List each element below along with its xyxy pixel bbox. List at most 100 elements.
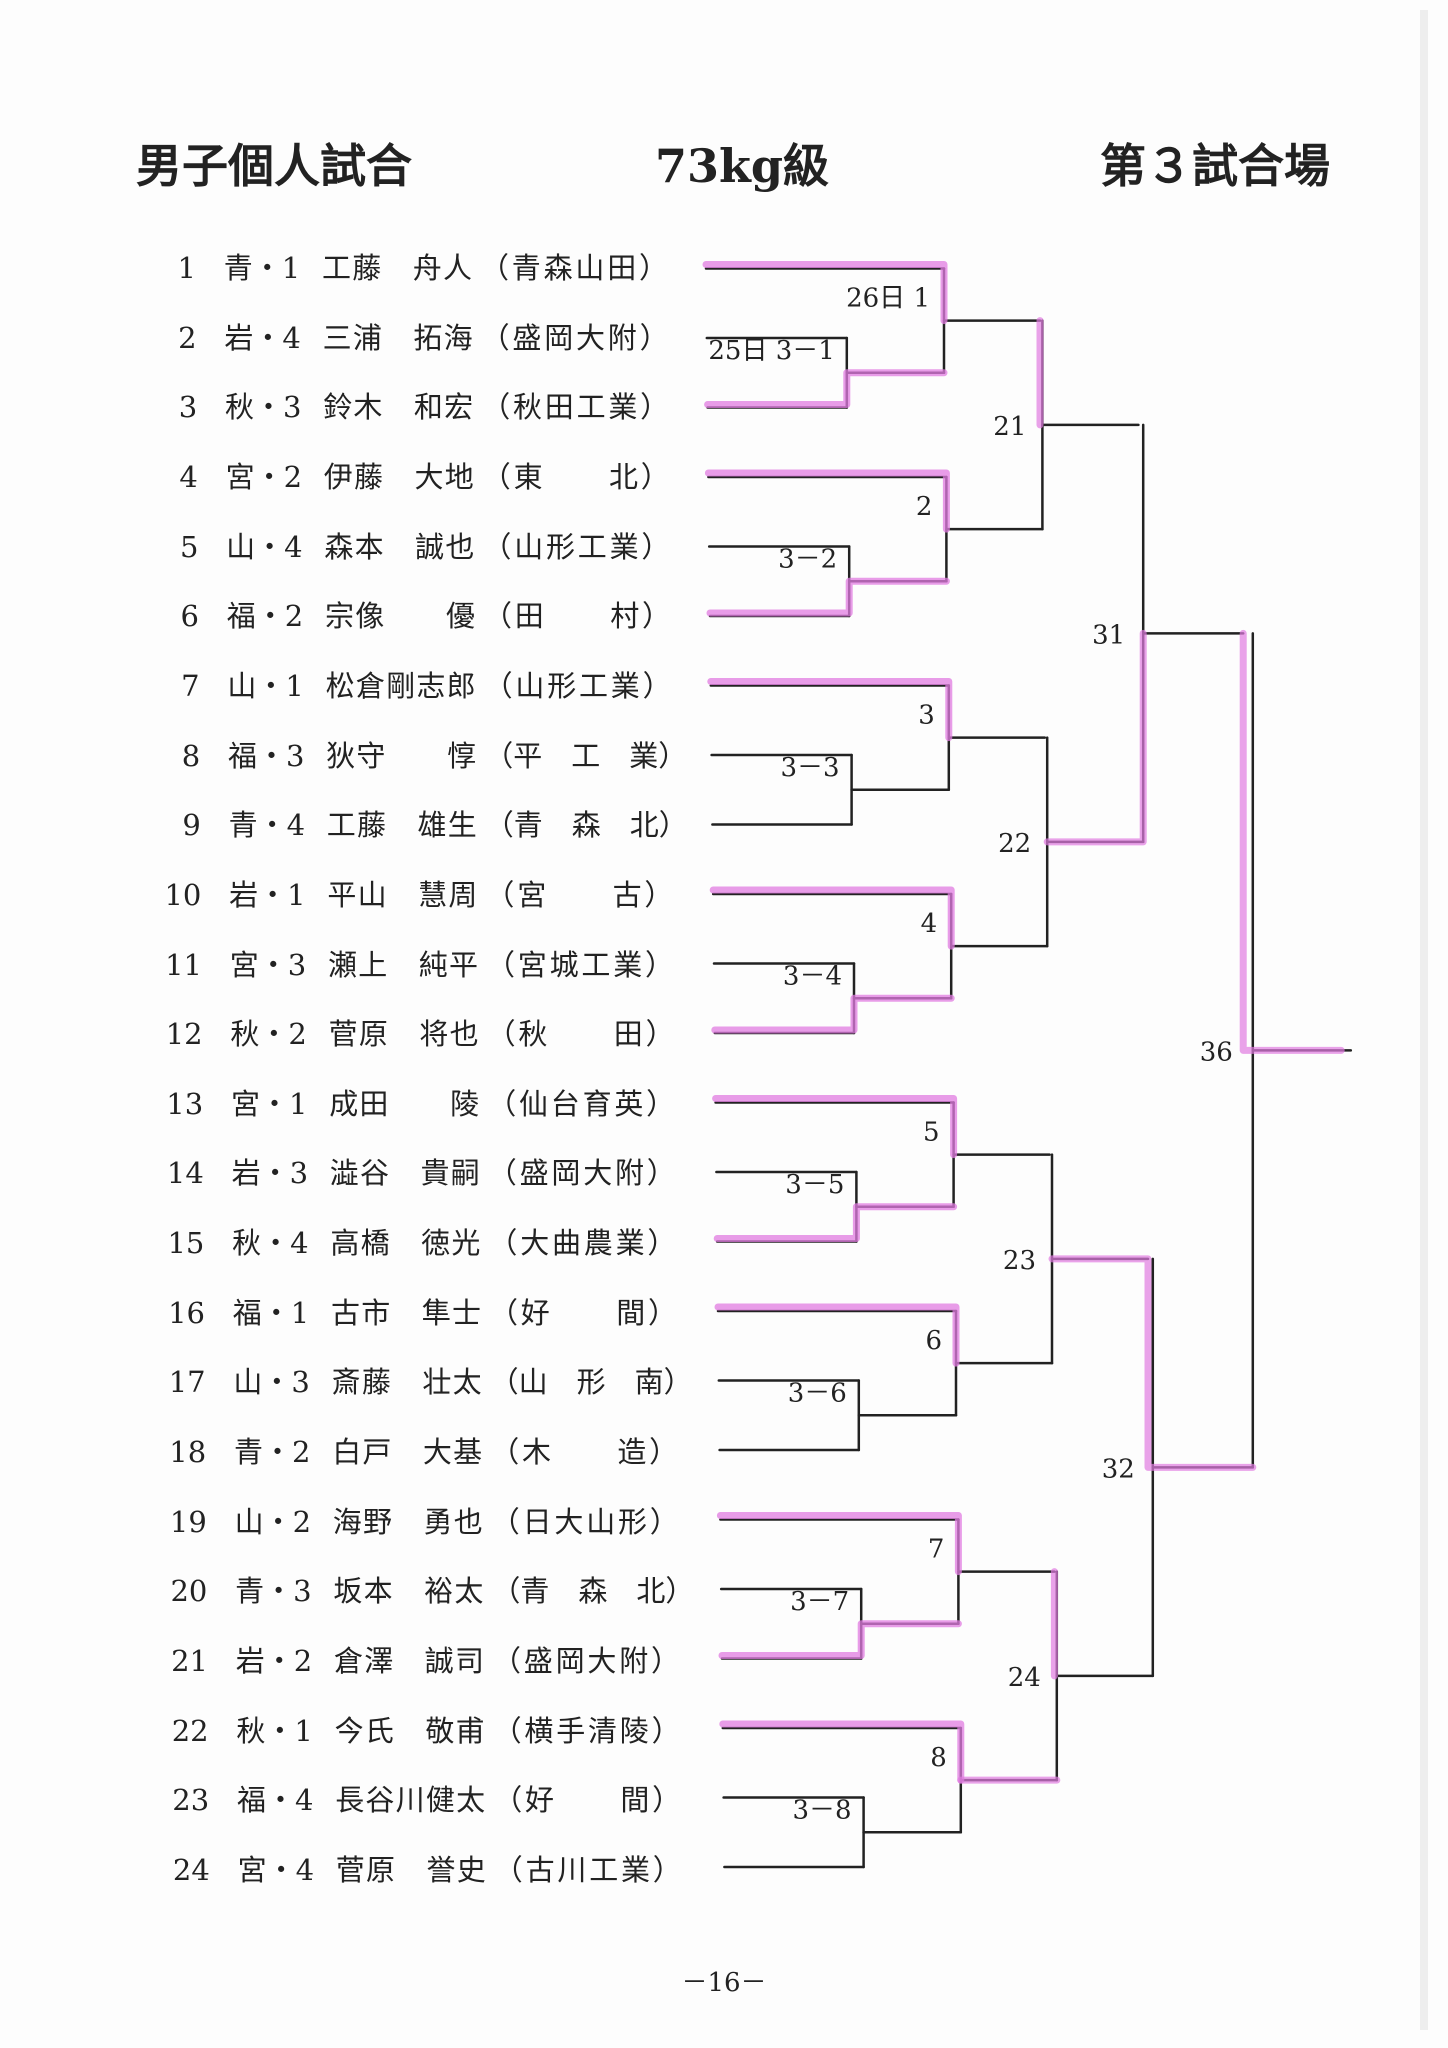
player-number: 17: [168, 1365, 206, 1400]
prefecture-grade: 宮・1: [230, 1086, 308, 1121]
player-number: 18: [169, 1435, 207, 1470]
semi-match-label: 32: [1102, 1454, 1135, 1484]
player-row: 13 宮・1 成田 陵（仙台育英）: [157, 1084, 677, 1124]
player-school: （宮 古）: [485, 877, 674, 912]
player-name: 今氏 敬甫: [334, 1713, 485, 1748]
player-row: 15 秋・4 高橋 徳光 （大曲農業）: [158, 1223, 678, 1263]
round1-match-label: 8: [930, 1743, 947, 1773]
player-name: 坂本 裕太: [333, 1574, 484, 1609]
highlight-mark: [713, 1203, 958, 1242]
round2-match-label: 24: [1008, 1663, 1041, 1693]
prefecture-grade: 山・1: [227, 668, 304, 703]
highlight-mark: [702, 261, 948, 325]
highlight-mark: [709, 886, 955, 950]
player-name: 松倉剛志郎: [325, 668, 476, 703]
player-school: （盛岡大附）: [480, 320, 669, 355]
player-number: 22: [171, 1713, 209, 1748]
prefecture-grade: 宮・4: [237, 1852, 315, 1887]
player-name: 白戸 大基: [332, 1435, 483, 1470]
player-row: 19 山・2 海野 勇也 （日大山形）: [161, 1502, 681, 1542]
player-number: 1: [177, 251, 196, 285]
round1-match-label: 7: [928, 1535, 945, 1565]
player-row: 4 宮・2 伊藤 大地 （東 北）: [152, 457, 672, 497]
prefecture-grade: 秋・2: [230, 1017, 307, 1052]
prefecture-grade: 青・4: [228, 808, 306, 843]
player-school: （田 村）: [483, 599, 671, 634]
player-number: 13: [166, 1086, 204, 1121]
player-number: 16: [168, 1295, 205, 1330]
prefecture-grade: 岩・2: [235, 1644, 313, 1678]
prefecture-grade: 宮・2: [225, 459, 303, 494]
player-name: 古市 隼士: [331, 1295, 481, 1330]
player-school: （好 間）: [493, 1783, 682, 1818]
player-name: 鈴木 和宏: [323, 390, 474, 425]
prelim-match-label: 3－7: [790, 1587, 849, 1617]
player-name: 成田 陵: [329, 1086, 480, 1121]
player-row: 7 山・1 松倉剛志郎 （山形工業）: [154, 666, 674, 706]
player-row: 22 秋・1 今氏 敬甫 （横手清陵）: [163, 1711, 683, 1751]
player-row: 10 岩・1 平山 慧周 （宮 古）: [155, 875, 675, 915]
player-name: 瀬上 純平: [328, 947, 478, 982]
player-name: 倉澤 誠司: [334, 1644, 484, 1678]
player-school: （古川工業）: [493, 1852, 682, 1887]
player-name: 海野 勇也: [332, 1504, 483, 1539]
round1-match-label: 2: [916, 492, 933, 522]
player-number: 23: [172, 1783, 210, 1818]
player-school: （盛岡大附）: [487, 1156, 676, 1191]
player-row: 14 岩・3 澁谷 貴嗣 （盛岡大附）: [158, 1153, 678, 1193]
player-school: （平 工 業）: [484, 738, 688, 773]
prefecture-grade: 岩・1: [229, 877, 306, 912]
prefecture-grade: 福・1: [232, 1295, 310, 1330]
player-row: 16 福・1 古市 隼士 （好 間）: [159, 1293, 679, 1333]
player-row: 17 山・3 斎藤 壮太 （山 形 南）: [160, 1362, 693, 1402]
round1-match-label: 4: [921, 909, 938, 939]
highlight-mark: [719, 1720, 965, 1784]
prefecture-grade: 山・4: [226, 529, 303, 564]
highlight-mark: [1239, 629, 1345, 1054]
final-match-label: 36: [1200, 1037, 1233, 1067]
player-row: 9 青・4 工藤 雄生 （青 森 北）: [155, 805, 687, 845]
player-school: （好 間）: [489, 1295, 677, 1330]
player-number: 11: [165, 947, 202, 982]
player-row: 12 秋・2 菅原 将也 （秋 田）: [157, 1014, 677, 1054]
player-number: 6: [180, 599, 199, 634]
player-name: 高橋 徳光: [330, 1226, 481, 1261]
highlight-mark: [718, 1620, 962, 1659]
player-name: 菅原 誉史: [335, 1852, 486, 1887]
player-row: 3 秋・3 鈴木 和宏 （秋田工業）: [151, 387, 671, 427]
player-number: 10: [164, 877, 202, 912]
highlight-mark: [704, 469, 950, 533]
round1-match-label: 26日 1: [846, 284, 930, 314]
highlight-mark: [711, 994, 955, 1034]
round1-match-label: 3: [918, 701, 935, 731]
player-name: 工藤 雄生: [326, 808, 477, 843]
highlight-mark: [716, 1512, 962, 1576]
prefecture-grade: 秋・1: [236, 1713, 313, 1748]
player-name: 狄守 惇: [326, 738, 477, 773]
highlight-mark: [714, 1303, 960, 1367]
player-number: 21: [171, 1644, 208, 1678]
player-number: 14: [166, 1156, 204, 1191]
page-edge-shadow: [1420, 10, 1428, 2030]
player-school: （青 森 北）: [491, 1574, 695, 1609]
player-row: 21 岩・2 倉澤 誠司 （盛岡大附）: [162, 1641, 682, 1681]
player-school: （木 造）: [490, 1435, 679, 1470]
player-number: 4: [179, 459, 198, 494]
player-number: 19: [169, 1504, 207, 1539]
highlight-mark: [1048, 1255, 1257, 1471]
player-school: （大曲農業）: [488, 1226, 677, 1261]
prefecture-grade: 山・2: [234, 1504, 312, 1539]
player-name: 長谷川健太: [335, 1783, 486, 1818]
prefecture-grade: 福・4: [236, 1783, 314, 1818]
round2-match-label: 21: [993, 412, 1026, 442]
prelim-match-label: 3－5: [785, 1170, 844, 1200]
page-number: －16－: [681, 1968, 767, 1998]
round1-match-label: 5: [923, 1118, 940, 1148]
player-name: 平山 慧周: [327, 877, 478, 912]
player-row: 6 福・2 宗像 優（田 村）: [153, 596, 673, 636]
prefecture-grade: 秋・3: [224, 390, 302, 425]
player-school: （山形工業）: [482, 529, 671, 564]
event-title: 男子個人試合: [136, 139, 412, 193]
player-row: 11 宮・3 瀬上 純平 （宮城工業）: [156, 945, 676, 985]
